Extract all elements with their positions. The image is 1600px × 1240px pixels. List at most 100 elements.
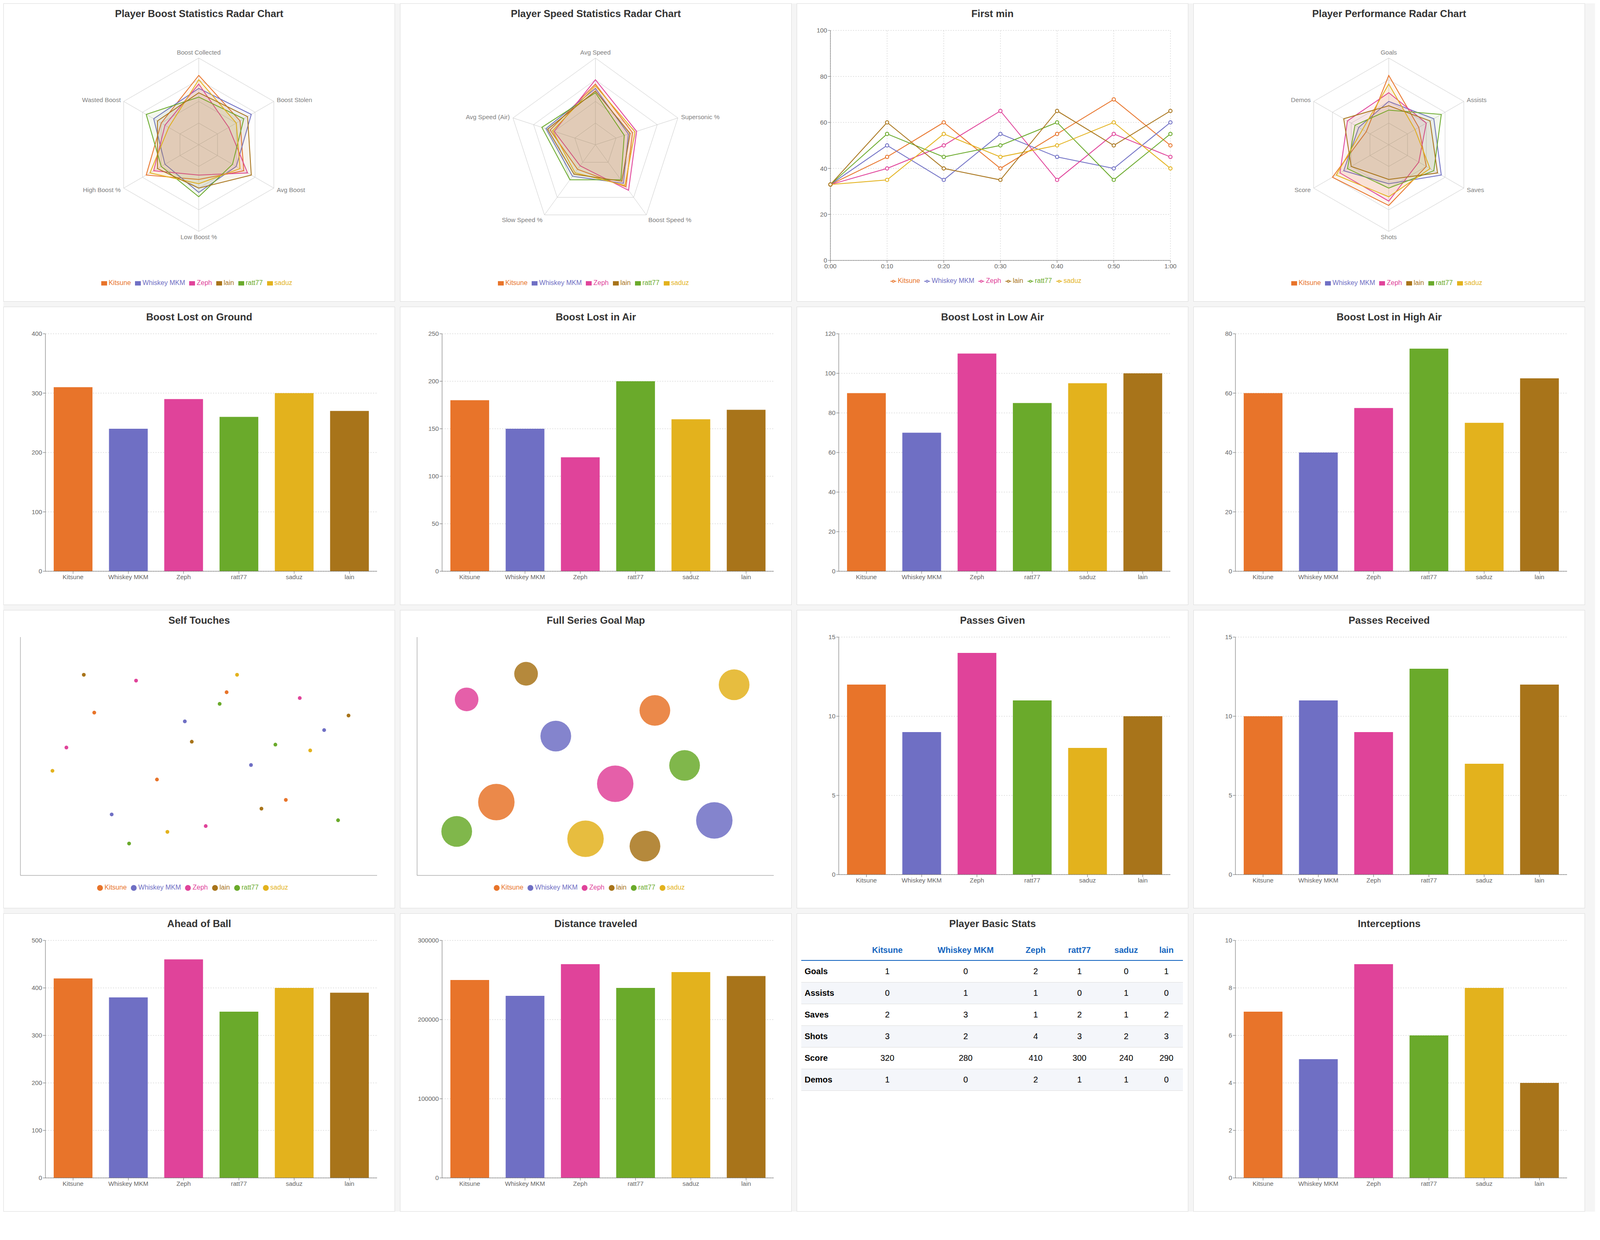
svg-text:0: 0 [1228,870,1233,878]
svg-text:Whiskey MKM: Whiskey MKM [108,1180,149,1188]
svg-text:15: 15 [1225,633,1233,641]
svg-text:ratt77: ratt77 [1024,573,1040,581]
svg-text:20: 20 [820,210,828,218]
svg-text:0: 0 [435,567,439,575]
svg-text:saduz: saduz [1475,876,1493,884]
svg-text:Kitsune: Kitsune [62,573,84,581]
svg-text:40: 40 [820,165,828,173]
svg-text:Supersonic %: Supersonic % [681,113,720,121]
svg-text:0: 0 [823,256,828,264]
svg-text:0: 0 [38,567,43,575]
svg-text:Kitsune: Kitsune [1252,1180,1274,1188]
svg-text:60: 60 [820,118,828,126]
svg-text:ratt77: ratt77 [1420,876,1437,884]
svg-text:250: 250 [428,330,439,338]
svg-text:Whiskey MKM: Whiskey MKM [505,573,545,581]
svg-text:Shots: Shots [1380,233,1397,241]
svg-text:Avg Boost: Avg Boost [276,186,306,194]
svg-text:Kitsune: Kitsune [459,1180,480,1188]
svg-text:0: 0 [832,567,836,575]
svg-text:300: 300 [31,389,43,397]
svg-text:Wasted Boost: Wasted Boost [82,96,122,104]
svg-text:Zeph: Zeph [176,1180,191,1188]
svg-text:Avg Speed: Avg Speed [580,48,611,56]
svg-text:lain: lain [741,573,751,581]
svg-text:Kitsune: Kitsune [855,573,877,581]
svg-text:Zeph: Zeph [970,573,985,581]
svg-text:40: 40 [828,488,836,496]
svg-text:80: 80 [1225,330,1233,338]
svg-text:High Boost %: High Boost % [82,186,121,194]
svg-text:5: 5 [1228,791,1233,799]
svg-text:Zeph: Zeph [1366,1180,1381,1188]
svg-text:Slow Speed %: Slow Speed % [501,216,543,224]
svg-text:120: 120 [825,330,836,338]
svg-text:8: 8 [1228,984,1233,992]
svg-text:saduz: saduz [1079,573,1096,581]
svg-text:150: 150 [428,425,439,433]
svg-text:Goals: Goals [1380,48,1397,56]
svg-text:ratt77: ratt77 [230,1180,247,1188]
svg-text:0:50: 0:50 [1107,262,1120,270]
svg-text:Score: Score [1294,186,1311,194]
svg-text:0: 0 [1228,567,1233,575]
svg-text:Kitsune: Kitsune [855,876,877,884]
svg-text:lain: lain [344,573,355,581]
svg-text:saduz: saduz [1079,876,1096,884]
svg-text:Saves: Saves [1466,186,1485,194]
svg-text:Boost Collected: Boost Collected [176,48,221,56]
svg-text:100: 100 [825,369,836,377]
svg-text:saduz: saduz [1475,1180,1493,1188]
svg-text:200: 200 [31,448,43,456]
svg-text:1:00: 1:00 [1164,262,1177,270]
svg-text:20: 20 [1225,508,1233,516]
svg-text:0:10: 0:10 [880,262,893,270]
svg-text:Whiskey MKM: Whiskey MKM [108,573,149,581]
svg-text:2: 2 [1228,1126,1233,1134]
svg-text:0: 0 [832,870,836,878]
svg-text:80: 80 [828,409,836,417]
svg-text:50: 50 [431,520,439,528]
svg-text:Boost Speed %: Boost Speed % [648,216,692,224]
svg-text:ratt77: ratt77 [1420,1180,1437,1188]
svg-text:0:20: 0:20 [937,262,950,270]
svg-text:5: 5 [832,791,836,799]
svg-text:Zeph: Zeph [573,573,588,581]
svg-text:300: 300 [31,1031,43,1039]
svg-text:ratt77: ratt77 [230,573,247,581]
svg-text:Kitsune: Kitsune [62,1180,84,1188]
svg-text:200: 200 [31,1079,43,1087]
svg-text:Whiskey MKM: Whiskey MKM [1298,1180,1339,1188]
svg-text:Low Boost %: Low Boost % [180,233,218,241]
svg-text:saduz: saduz [682,573,700,581]
svg-text:Boost Stolen: Boost Stolen [276,96,313,104]
svg-text:lain: lain [1137,876,1148,884]
svg-text:60: 60 [828,448,836,456]
svg-text:10: 10 [1225,936,1233,944]
svg-text:Avg Speed (Air): Avg Speed (Air) [465,113,510,121]
svg-text:Whiskey MKM: Whiskey MKM [901,876,942,884]
svg-text:lain: lain [1534,573,1545,581]
svg-text:15: 15 [828,633,836,641]
svg-text:Kitsune: Kitsune [1252,573,1274,581]
svg-text:10: 10 [1225,712,1233,720]
svg-text:ratt77: ratt77 [1420,573,1437,581]
svg-text:0: 0 [38,1174,43,1182]
svg-text:6: 6 [1228,1031,1233,1039]
svg-text:saduz: saduz [1475,573,1493,581]
svg-text:ratt77: ratt77 [627,1180,644,1188]
svg-text:200000: 200000 [417,1015,439,1023]
svg-text:4: 4 [1228,1079,1233,1087]
svg-text:Whiskey MKM: Whiskey MKM [505,1180,545,1188]
svg-text:lain: lain [1534,1180,1545,1188]
svg-text:saduz: saduz [285,1180,303,1188]
svg-text:100: 100 [31,508,43,516]
svg-text:Whiskey MKM: Whiskey MKM [1298,573,1339,581]
svg-text:20: 20 [828,527,836,535]
svg-text:100: 100 [816,26,828,34]
svg-text:saduz: saduz [285,573,303,581]
svg-text:100: 100 [428,472,439,480]
svg-text:Kitsune: Kitsune [1252,876,1274,884]
svg-text:80: 80 [820,72,828,80]
svg-text:saduz: saduz [682,1180,700,1188]
